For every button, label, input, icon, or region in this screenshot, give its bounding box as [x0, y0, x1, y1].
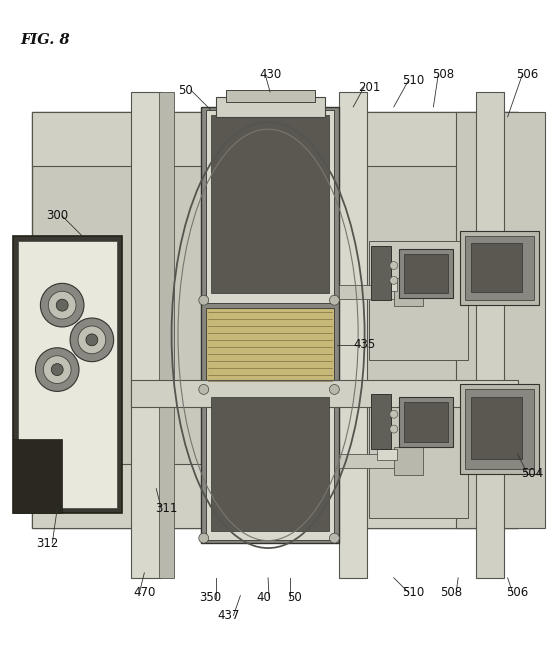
Bar	[210, 397, 329, 531]
Bar	[465, 236, 534, 300]
Bar	[369, 390, 468, 518]
Bar	[339, 286, 404, 299]
Bar	[132, 379, 517, 407]
Bar	[371, 245, 391, 300]
Bar	[404, 402, 449, 442]
Bar	[460, 231, 539, 305]
Text: 506: 506	[516, 68, 538, 81]
Bar	[339, 92, 367, 578]
Bar	[471, 243, 522, 292]
Circle shape	[51, 364, 63, 375]
Bar	[476, 92, 504, 578]
Circle shape	[390, 410, 398, 418]
Bar	[215, 97, 325, 117]
Text: 504: 504	[521, 467, 543, 480]
Text: 510: 510	[402, 586, 425, 599]
Circle shape	[329, 384, 339, 394]
Bar	[206, 393, 334, 540]
Text: 50: 50	[288, 591, 302, 604]
Circle shape	[78, 326, 106, 354]
Text: 430: 430	[259, 68, 281, 81]
Circle shape	[329, 295, 339, 305]
Circle shape	[70, 318, 114, 362]
Text: 508: 508	[440, 586, 462, 599]
Bar	[13, 439, 62, 514]
Bar	[18, 241, 117, 508]
Circle shape	[40, 284, 84, 327]
Text: 508: 508	[432, 68, 455, 81]
Text: FIG. 8: FIG. 8	[20, 32, 70, 47]
Text: 510: 510	[402, 74, 425, 87]
Circle shape	[48, 291, 76, 319]
Bar	[206, 308, 334, 388]
Bar	[371, 394, 391, 449]
Bar	[225, 90, 315, 102]
Circle shape	[390, 276, 398, 284]
Bar	[404, 254, 449, 293]
Bar	[369, 241, 468, 360]
Text: 350: 350	[199, 591, 222, 604]
Circle shape	[199, 533, 209, 543]
Text: 506: 506	[506, 586, 528, 599]
Text: 50: 50	[179, 83, 193, 96]
Circle shape	[199, 295, 209, 305]
Bar	[456, 112, 545, 528]
Text: 435: 435	[353, 339, 375, 351]
Text: 470: 470	[133, 586, 155, 599]
Text: 311: 311	[155, 502, 177, 515]
Circle shape	[390, 262, 398, 269]
Bar	[394, 278, 424, 306]
Bar	[206, 110, 334, 303]
Bar	[33, 464, 517, 528]
Bar	[13, 236, 122, 514]
Bar	[460, 384, 539, 474]
Circle shape	[390, 425, 398, 433]
Text: 312: 312	[36, 537, 58, 550]
Circle shape	[329, 533, 339, 543]
Bar	[132, 92, 161, 578]
Bar	[377, 449, 397, 460]
Bar	[471, 397, 522, 459]
Text: 40: 40	[257, 591, 272, 604]
Bar	[33, 112, 517, 528]
Circle shape	[199, 384, 209, 394]
Circle shape	[56, 299, 68, 311]
Bar	[201, 107, 339, 543]
Circle shape	[86, 334, 98, 346]
Bar	[465, 390, 534, 469]
Bar	[399, 249, 453, 298]
Circle shape	[35, 348, 79, 391]
Text: 201: 201	[358, 81, 380, 94]
Bar	[210, 115, 329, 293]
Bar	[33, 112, 517, 167]
Text: 437: 437	[217, 609, 240, 622]
Bar	[377, 280, 397, 291]
Bar	[339, 454, 404, 468]
Bar	[159, 92, 174, 578]
Text: 300: 300	[46, 209, 68, 222]
Bar	[394, 447, 424, 475]
Bar	[399, 397, 453, 447]
Circle shape	[44, 356, 71, 384]
